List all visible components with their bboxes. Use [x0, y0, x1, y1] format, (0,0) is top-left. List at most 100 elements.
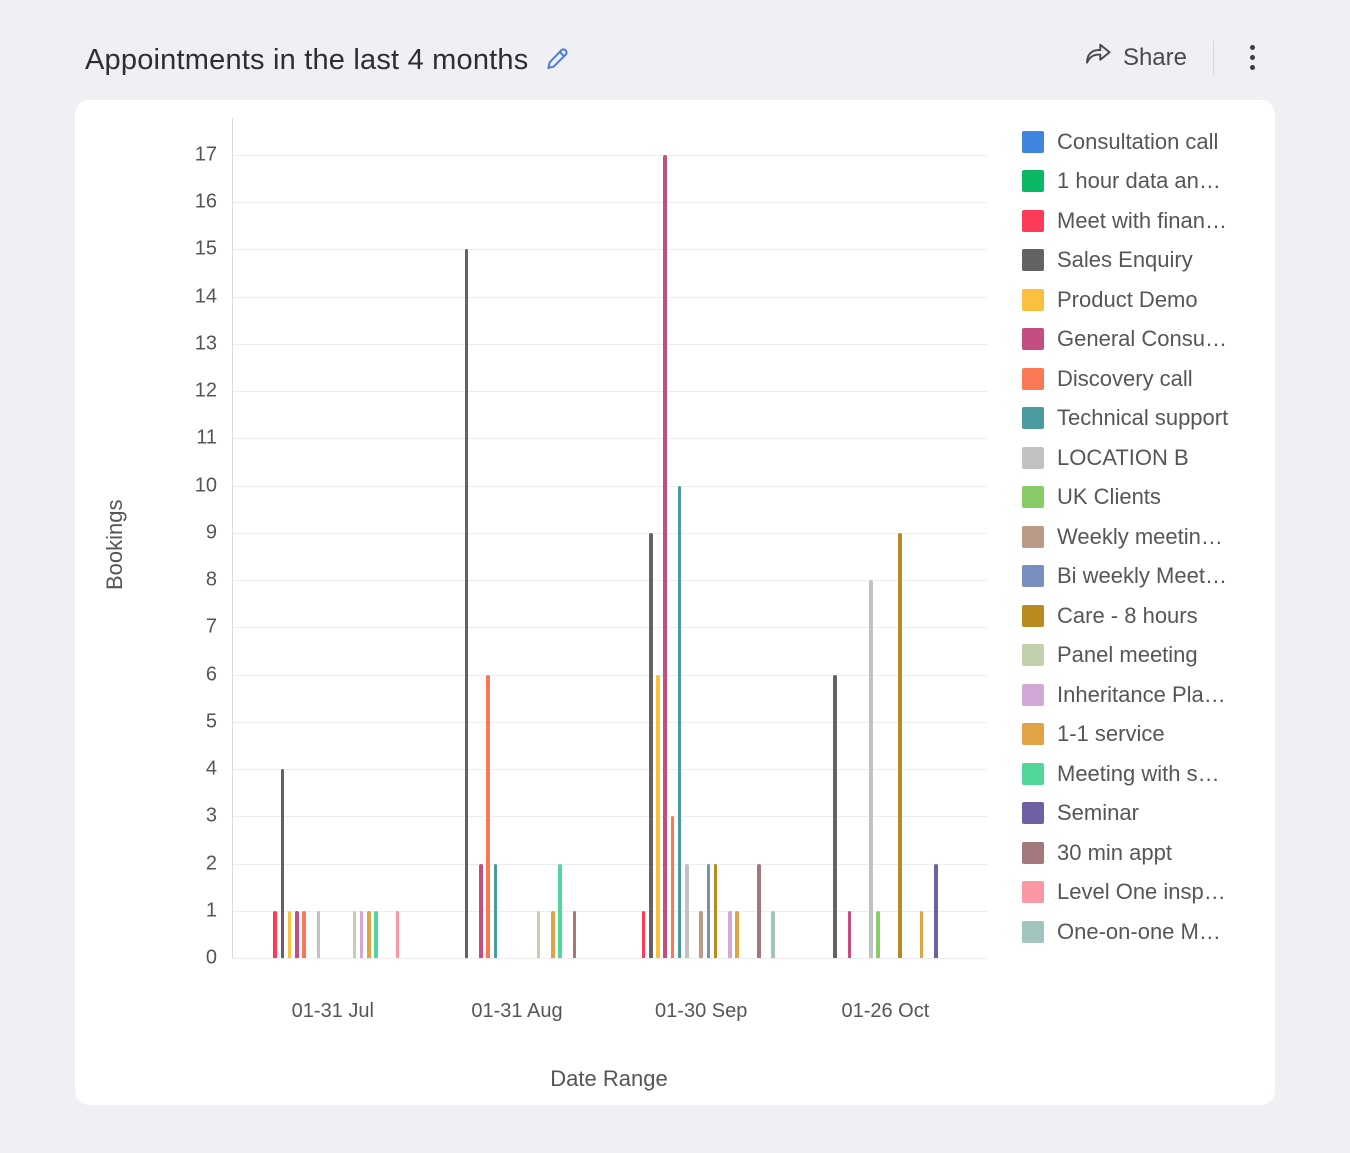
- bar-meeting-with-s--01-31-aug[interactable]: [558, 863, 562, 958]
- bar-30-min-appt-01-31-aug[interactable]: [572, 910, 577, 958]
- bar-bi-weekly-meet--01-30-sep[interactable]: [706, 863, 711, 958]
- bar-one-on-one-m--01-30-sep[interactable]: [771, 910, 775, 958]
- bar-sales-enquiry-01-31-aug[interactable]: [464, 249, 469, 958]
- bar-1-1-service-01-31-jul[interactable]: [367, 910, 371, 958]
- legend-swatch: [1022, 130, 1044, 153]
- bar-discovery-call-01-31-jul[interactable]: [302, 910, 306, 958]
- legend-swatch: [1022, 249, 1044, 272]
- bar-general-consu--01-30-sep[interactable]: [663, 154, 667, 958]
- bar-discovery-call-01-30-sep[interactable]: [670, 816, 675, 958]
- kebab-menu-icon[interactable]: [1240, 41, 1265, 74]
- pencil-icon: [544, 46, 570, 75]
- legend-item-1-1-service[interactable]: 1-1 service: [1022, 715, 1228, 755]
- legend-label: Discovery call: [1057, 365, 1193, 391]
- bar-sales-enquiry-01-31-jul[interactable]: [280, 769, 285, 958]
- y-axis-title: Bookings: [102, 499, 127, 590]
- legend-label: Level One insp…: [1057, 879, 1226, 905]
- legend-swatch: [1022, 328, 1044, 351]
- bar-location-b-01-30-sep[interactable]: [685, 863, 689, 958]
- legend-item-technical-support[interactable]: Technical support: [1022, 399, 1228, 439]
- legend-label: Meeting with s…: [1057, 760, 1220, 786]
- bar-level-one-insp--01-31-jul[interactable]: [395, 910, 400, 958]
- bar-general-consu--01-31-jul[interactable]: [295, 910, 299, 958]
- legend-swatch: [1022, 367, 1044, 390]
- legend-label: UK Clients: [1057, 484, 1161, 510]
- legend-item-one-on-one-m-[interactable]: One-on-one M…: [1022, 912, 1228, 952]
- legend-item-seminar[interactable]: Seminar: [1022, 794, 1228, 834]
- bar-technical-support-01-30-sep[interactable]: [677, 485, 682, 958]
- gridline: [232, 910, 987, 912]
- y-tick-label: 10: [194, 474, 217, 497]
- legend-item-level-one-insp-[interactable]: Level One insp…: [1022, 873, 1228, 913]
- legend-item-weekly-meetin-[interactable]: Weekly meetin…: [1022, 517, 1228, 557]
- bar-technical-support-01-31-aug[interactable]: [493, 863, 498, 958]
- legend-swatch: [1022, 446, 1044, 469]
- legend-item-meeting-with-s-[interactable]: Meeting with s…: [1022, 754, 1228, 794]
- bar-meet-with-finan--01-31-jul[interactable]: [273, 910, 277, 958]
- legend-label: Consultation call: [1057, 128, 1219, 154]
- gridline: [232, 485, 987, 487]
- legend-label: Product Demo: [1057, 286, 1198, 312]
- gridline: [232, 296, 987, 298]
- bar-30-min-appt-01-30-sep[interactable]: [757, 863, 761, 958]
- legend-item-30-min-appt[interactable]: 30 min appt: [1022, 833, 1228, 873]
- bar-product-demo-01-30-sep[interactable]: [656, 674, 660, 958]
- legend-item-uk-clients[interactable]: UK Clients: [1022, 478, 1228, 518]
- x-tick-label: 01-31 Aug: [471, 1000, 563, 1022]
- edit-title-button[interactable]: [544, 46, 570, 75]
- legend-item-meet-with-finan-[interactable]: Meet with finan…: [1022, 201, 1228, 241]
- bar-care-8-hours-01-26-oct[interactable]: [898, 532, 902, 958]
- y-tick-label: 6: [205, 663, 217, 686]
- legend-label: General Consu…: [1057, 326, 1227, 352]
- x-tick-label: 01-31 Jul: [291, 1000, 374, 1022]
- x-tick-label: 01-26 Oct: [841, 1000, 930, 1022]
- bar-sales-enquiry-01-30-sep[interactable]: [649, 532, 653, 958]
- legend-item-care-8-hours[interactable]: Care - 8 hours: [1022, 596, 1228, 636]
- bar-meet-with-finan--01-30-sep[interactable]: [641, 910, 646, 958]
- bar-general-consu--01-31-aug[interactable]: [479, 863, 483, 958]
- bar-discovery-call-01-31-aug[interactable]: [486, 674, 490, 958]
- legend-item-discovery-call[interactable]: Discovery call: [1022, 359, 1228, 399]
- bar-seminar-01-26-oct[interactable]: [934, 863, 938, 958]
- x-tick-label: 01-30 Sep: [655, 1000, 748, 1022]
- bar-uk-clients-01-26-oct[interactable]: [876, 910, 880, 958]
- legend-label: 30 min appt: [1057, 839, 1172, 865]
- legend-item-bi-weekly-meet-[interactable]: Bi weekly Meet…: [1022, 557, 1228, 597]
- y-tick-label: 1: [205, 899, 217, 922]
- y-tick-label: 13: [194, 332, 217, 355]
- bar-care-8-hours-01-30-sep[interactable]: [713, 863, 718, 958]
- share-button[interactable]: Share: [1083, 40, 1187, 75]
- gridline: [232, 532, 987, 534]
- y-tick-label: 8: [205, 568, 217, 591]
- bar-meeting-with-s--01-31-jul[interactable]: [374, 910, 378, 958]
- bar-1-1-service-01-30-sep[interactable]: [735, 910, 739, 958]
- bar-inheritance-pla--01-30-sep[interactable]: [728, 910, 732, 958]
- legend-item-general-consu-[interactable]: General Consu…: [1022, 320, 1228, 360]
- legend-swatch: [1022, 644, 1044, 667]
- bar-inheritance-pla--01-31-jul[interactable]: [359, 910, 364, 958]
- legend-item-consultation-call[interactable]: Consultation call: [1022, 122, 1228, 162]
- bar-sales-enquiry-01-26-oct[interactable]: [833, 674, 837, 958]
- legend-item-1-hour-data-an-[interactable]: 1 hour data an…: [1022, 162, 1228, 202]
- legend-swatch: [1022, 486, 1044, 509]
- y-tick-label: 5: [205, 710, 217, 733]
- bar-location-b-01-31-jul[interactable]: [316, 910, 321, 958]
- bar-1-1-service-01-31-aug[interactable]: [551, 910, 555, 958]
- bar-general-consu--01-26-oct[interactable]: [847, 910, 852, 958]
- legend-swatch: [1022, 920, 1044, 943]
- legend-swatch: [1022, 802, 1044, 825]
- legend-item-panel-meeting[interactable]: Panel meeting: [1022, 636, 1228, 676]
- gridline: [232, 816, 987, 818]
- legend-swatch: [1022, 170, 1044, 193]
- legend-item-inheritance-pla-[interactable]: Inheritance Pla…: [1022, 675, 1228, 715]
- legend-item-location-b[interactable]: LOCATION B: [1022, 438, 1228, 478]
- legend-item-product-demo[interactable]: Product Demo: [1022, 280, 1228, 320]
- bar-location-b-01-26-oct[interactable]: [869, 580, 873, 958]
- legend-item-sales-enquiry[interactable]: Sales Enquiry: [1022, 241, 1228, 281]
- bar-1-1-service-01-26-oct[interactable]: [919, 910, 924, 958]
- bar-panel-meeting-01-31-jul[interactable]: [352, 910, 357, 958]
- chart-legend: Consultation call 1 hour data an… Meet wit…: [1022, 122, 1228, 952]
- bar-panel-meeting-01-31-aug[interactable]: [536, 910, 541, 958]
- bar-product-demo-01-31-jul[interactable]: [287, 910, 292, 958]
- bar-weekly-meetin--01-30-sep[interactable]: [699, 910, 703, 958]
